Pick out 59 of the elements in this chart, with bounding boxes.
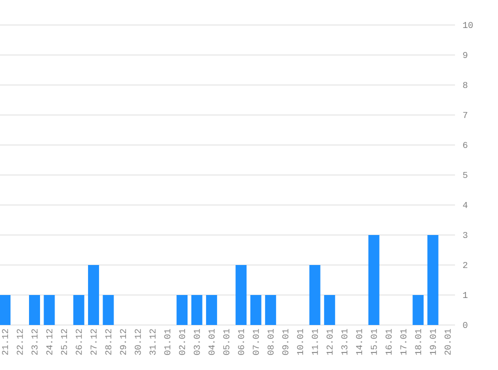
bar bbox=[102, 295, 114, 325]
x-tick-label: 19.01 bbox=[430, 328, 436, 355]
x-tick-label: 12.01 bbox=[326, 328, 333, 355]
x-tick-label: 18.01 bbox=[415, 328, 422, 355]
x-tick-label: 15.01 bbox=[370, 328, 377, 355]
bar bbox=[368, 235, 380, 325]
y-tick-label: 4 bbox=[462, 202, 468, 208]
bar bbox=[309, 265, 320, 325]
bar bbox=[191, 295, 202, 325]
x-tick-label: 24.12 bbox=[46, 329, 52, 355]
bar bbox=[250, 295, 262, 325]
bar bbox=[73, 295, 84, 325]
x-tick-label: 30.12 bbox=[134, 329, 141, 355]
bar bbox=[176, 295, 188, 325]
x-tick-label: 17.01 bbox=[400, 328, 406, 355]
bar bbox=[324, 295, 336, 325]
y-tick-label: 8 bbox=[463, 82, 468, 88]
x-tick-label: 06.01 bbox=[238, 328, 244, 355]
x-tick-label: 10.01 bbox=[297, 328, 304, 355]
x-tick-label: 22.12 bbox=[16, 329, 23, 355]
y-tick-label: 7 bbox=[463, 112, 468, 118]
x-tick-label: 28.12 bbox=[105, 329, 112, 355]
bar bbox=[236, 265, 247, 325]
x-tick-label: 07.01 bbox=[252, 328, 259, 355]
y-tick-label: 1 bbox=[463, 292, 468, 298]
x-tick-label: 13.01 bbox=[341, 328, 348, 355]
x-tick-label: 14.01 bbox=[356, 328, 362, 355]
bar bbox=[44, 295, 55, 325]
x-tick-label: 02.01 bbox=[179, 328, 186, 355]
x-tick-label: 20.01 bbox=[444, 328, 451, 355]
y-tick-label: 5 bbox=[463, 172, 468, 178]
x-tick-label: 29.12 bbox=[120, 329, 126, 355]
bar bbox=[206, 295, 218, 325]
bar bbox=[0, 295, 11, 325]
y-tick-label: 9 bbox=[463, 52, 468, 58]
y-tick-label: 6 bbox=[463, 142, 468, 148]
y-tick-label: 3 bbox=[463, 232, 468, 238]
x-tick-label: 27.12 bbox=[90, 329, 97, 355]
bar bbox=[427, 235, 438, 325]
x-tick-label: 05.01 bbox=[223, 328, 230, 355]
x-tick-label: 09.01 bbox=[282, 328, 288, 355]
x-tick-label: 25.12 bbox=[60, 329, 68, 355]
x-tick-label: 26.12 bbox=[76, 329, 82, 355]
x-tick-label: 21.12 bbox=[2, 329, 8, 355]
x-tick-label: 03.01 bbox=[194, 328, 200, 355]
y-tick-label: 2 bbox=[463, 262, 468, 268]
x-tick-label: 01.01 bbox=[164, 328, 170, 355]
bar bbox=[29, 295, 40, 325]
x-tick-label: 31.12 bbox=[150, 329, 156, 355]
y-tick-label: 0 bbox=[463, 322, 468, 328]
bar bbox=[412, 295, 424, 325]
x-tick-label: 08.01 bbox=[268, 328, 274, 355]
x-tick-label: 04.01 bbox=[208, 328, 215, 355]
bar bbox=[88, 265, 100, 325]
y-tick-label: 10 bbox=[463, 22, 473, 28]
x-tick-label: 11.01 bbox=[312, 328, 318, 355]
bar bbox=[265, 295, 276, 325]
x-tick-label: 23.12 bbox=[31, 329, 38, 355]
x-tick-label: 16.01 bbox=[386, 328, 392, 355]
